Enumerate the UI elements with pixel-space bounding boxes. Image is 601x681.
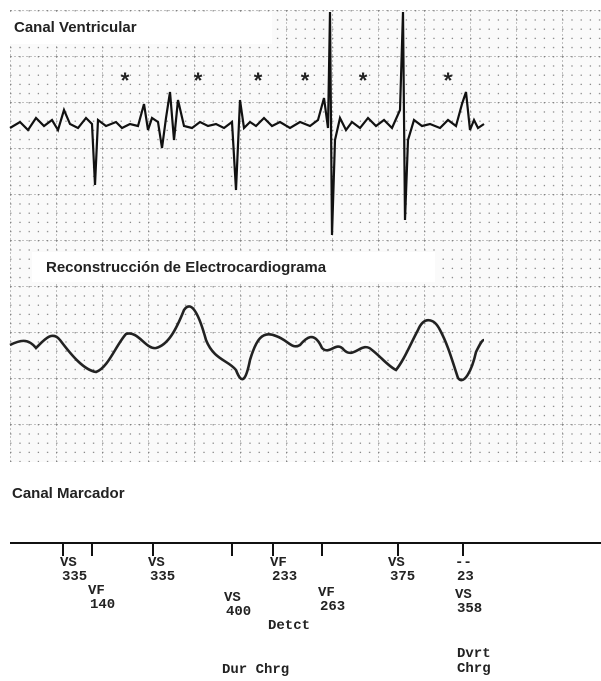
event-label: VS [388, 555, 405, 571]
annotation: Dvrt [457, 646, 491, 662]
event-value: 375 [390, 569, 415, 585]
ventricular-title: Canal Ventricular [14, 19, 137, 36]
ventricular-trace [9, 11, 485, 236]
asterisk: * [301, 68, 310, 93]
event-value: 335 [150, 569, 175, 585]
event-label: VF [88, 583, 105, 599]
marker-title: Canal Marcador [12, 485, 125, 502]
asterisk: * [359, 68, 368, 93]
label-box [10, 12, 272, 44]
event-label: VS [60, 555, 77, 571]
annotation: Chrg [457, 661, 491, 677]
asterisk: * [444, 68, 453, 93]
event-label: VF [270, 555, 287, 571]
event-label: VF [318, 585, 335, 601]
event-value: 233 [272, 569, 297, 585]
event-value: 358 [457, 601, 482, 617]
asterisk: * [121, 68, 130, 93]
annotation: Detct [268, 618, 310, 634]
marker-events: VS335VF140VS335VS400VF233VF263VS375--23V… [60, 543, 491, 678]
event-label: VS [455, 587, 472, 603]
event-label: VS [148, 555, 165, 571]
event-value: 400 [226, 604, 251, 620]
event-value: 140 [90, 597, 115, 613]
event-value: 23 [457, 569, 474, 585]
event-value: 263 [320, 599, 345, 615]
event-value: 335 [62, 569, 87, 585]
event-label: VS [224, 590, 241, 606]
label-box [32, 252, 435, 282]
reconstruction-trace [9, 305, 485, 382]
event-label: -- [455, 555, 472, 571]
asterisk: * [194, 68, 203, 93]
reconstruction-title: Reconstrucción de Electrocardiograma [46, 259, 327, 276]
asterisk: * [254, 68, 263, 93]
annotation: Dur Chrg [222, 662, 289, 678]
asterisks: * * * * * * [121, 68, 453, 93]
ecg-paper [10, 10, 601, 462]
